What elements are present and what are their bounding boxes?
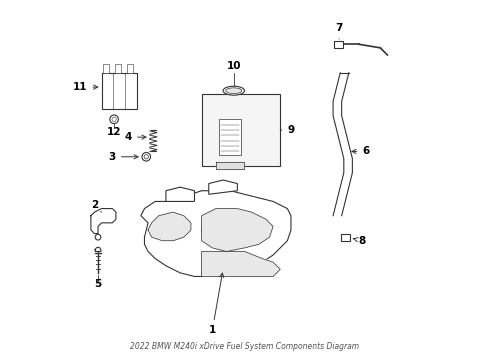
Polygon shape <box>91 208 116 234</box>
Bar <box>102 73 137 109</box>
Bar <box>340 234 349 241</box>
Text: 2: 2 <box>91 200 102 212</box>
Text: 9: 9 <box>280 125 294 135</box>
Bar <box>201 94 280 166</box>
Text: 1: 1 <box>208 273 224 335</box>
Bar <box>219 119 241 155</box>
Text: 6: 6 <box>351 147 369 157</box>
Text: 5: 5 <box>94 279 102 289</box>
Bar <box>115 64 121 73</box>
Text: 2022 BMW M240i xDrive Fuel System Components Diagram: 2022 BMW M240i xDrive Fuel System Compon… <box>130 342 358 351</box>
Polygon shape <box>208 180 237 194</box>
Bar <box>127 64 132 73</box>
Polygon shape <box>141 191 290 276</box>
Text: 12: 12 <box>107 127 121 137</box>
Text: 11: 11 <box>73 82 98 92</box>
Polygon shape <box>201 208 272 251</box>
Ellipse shape <box>225 88 242 94</box>
Polygon shape <box>201 251 280 276</box>
Polygon shape <box>165 187 194 202</box>
Circle shape <box>110 115 118 123</box>
Bar <box>333 41 342 48</box>
Circle shape <box>95 234 101 240</box>
Polygon shape <box>148 212 190 241</box>
Polygon shape <box>95 247 101 251</box>
Text: 4: 4 <box>124 132 146 142</box>
Circle shape <box>142 153 150 161</box>
Text: 8: 8 <box>352 236 365 246</box>
Polygon shape <box>216 162 244 169</box>
Text: 10: 10 <box>226 61 241 71</box>
Bar <box>103 64 109 73</box>
Text: 7: 7 <box>335 23 342 39</box>
Text: 3: 3 <box>108 152 138 162</box>
Ellipse shape <box>223 86 244 95</box>
